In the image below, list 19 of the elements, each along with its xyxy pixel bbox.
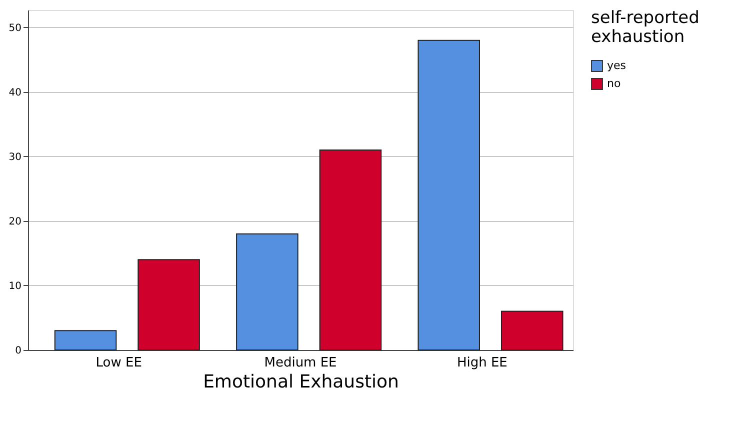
- bar: [236, 233, 298, 350]
- bar: [418, 40, 480, 350]
- y-tick-label: 20: [8, 216, 22, 228]
- bar: [54, 330, 117, 350]
- y-tick-label: 0: [15, 346, 22, 356]
- legend-title: self-reported exhaustion: [591, 8, 700, 47]
- x-axis-title: Emotional Exhaustion: [203, 372, 399, 392]
- bar: [319, 150, 382, 350]
- x-tick-label: Medium EE: [264, 356, 337, 370]
- legend-label: yes: [607, 59, 626, 72]
- bar: [500, 310, 564, 350]
- y-tick-label: 30: [8, 152, 22, 163]
- x-tick-label: High EE: [456, 356, 508, 370]
- y-tick-label: 40: [8, 87, 22, 98]
- legend-label: no: [607, 77, 621, 90]
- y-tick-label: 50: [8, 22, 22, 34]
- y-tick-label: 10: [8, 280, 22, 292]
- bar: [138, 259, 200, 350]
- x-tick-label: Low EE: [96, 356, 142, 370]
